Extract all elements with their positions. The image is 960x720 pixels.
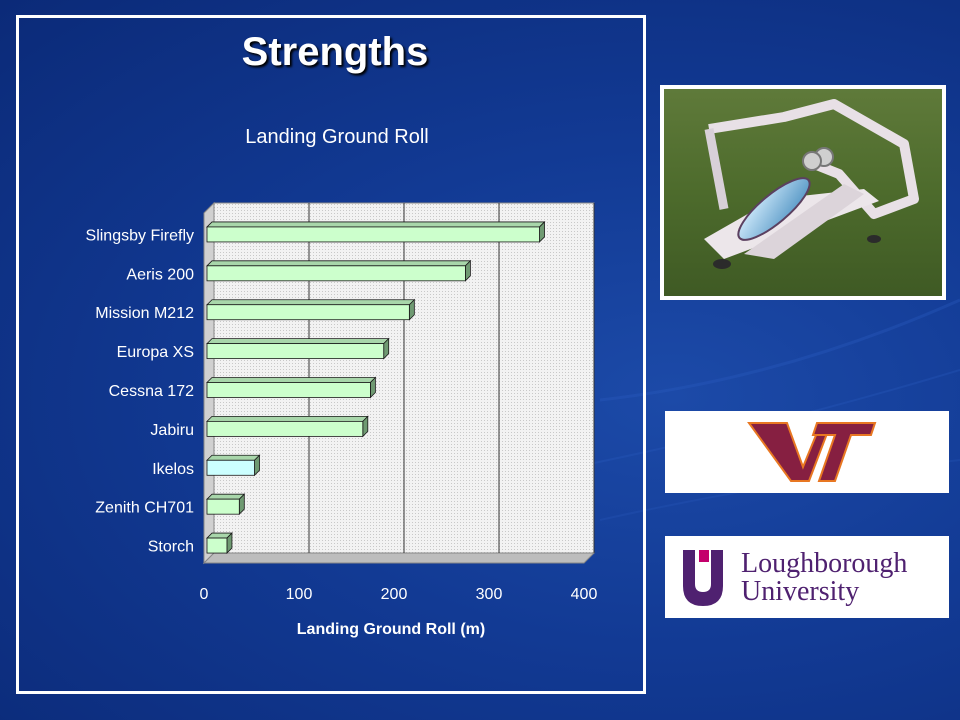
lboro-name-line2: University [741,576,859,607]
bar-top [206,415,369,422]
x-tick-label: 100 [286,586,313,603]
bar [206,537,228,554]
bar [206,304,410,321]
vt-logo [665,411,949,493]
y-category-label: Europa XS [117,344,194,361]
lboro-name-line1: Loughborough [741,548,907,579]
y-category-label: Slingsby Firefly [86,227,194,244]
y-category-label: Ikelos [152,461,194,478]
y-category-label: Jabiru [150,422,194,439]
bar [206,265,466,282]
bar [206,498,240,515]
slide-title: Strengths [241,30,429,74]
chart-title: Landing Ground Roll [245,126,428,148]
y-category-label: Mission M212 [95,305,194,322]
bar-top [206,454,261,461]
chart-panel: 0 100 200 300 400 Slingsby Firefly Aeris 200 Mi… [16,15,646,694]
x-axis-label: Landing Ground Roll (m) [297,621,485,638]
x-tick-label: 200 [381,586,408,603]
lboro-crest-icon [683,550,723,606]
y-category-label: Zenith CH701 [95,500,194,517]
x-tick-label: 400 [571,586,598,603]
bar-top [206,221,546,228]
bar [206,343,385,360]
x-tick-label: 300 [476,586,503,603]
bar-top [206,338,390,345]
bar [206,382,371,398]
concept-aircraft-icon [664,89,942,296]
loughborough-logo: Loughborough University [665,536,949,618]
aircraft-photo [660,85,946,300]
bar-chart: 0 100 200 300 400 Slingsby Firefly Aeris 200 Mi… [86,126,598,638]
plot-floor [202,552,596,564]
y-category-label: Cessna 172 [109,383,194,400]
x-tick-label: 0 [200,586,209,603]
bar-top [206,377,377,383]
bar-top [206,493,246,500]
bar-top [206,260,472,267]
bar [206,226,540,243]
bar [206,420,364,437]
y-category-label: Aeris 200 [126,266,194,283]
y-category-label: Storch [148,539,194,556]
bar-top [206,299,416,306]
bar [206,459,255,476]
